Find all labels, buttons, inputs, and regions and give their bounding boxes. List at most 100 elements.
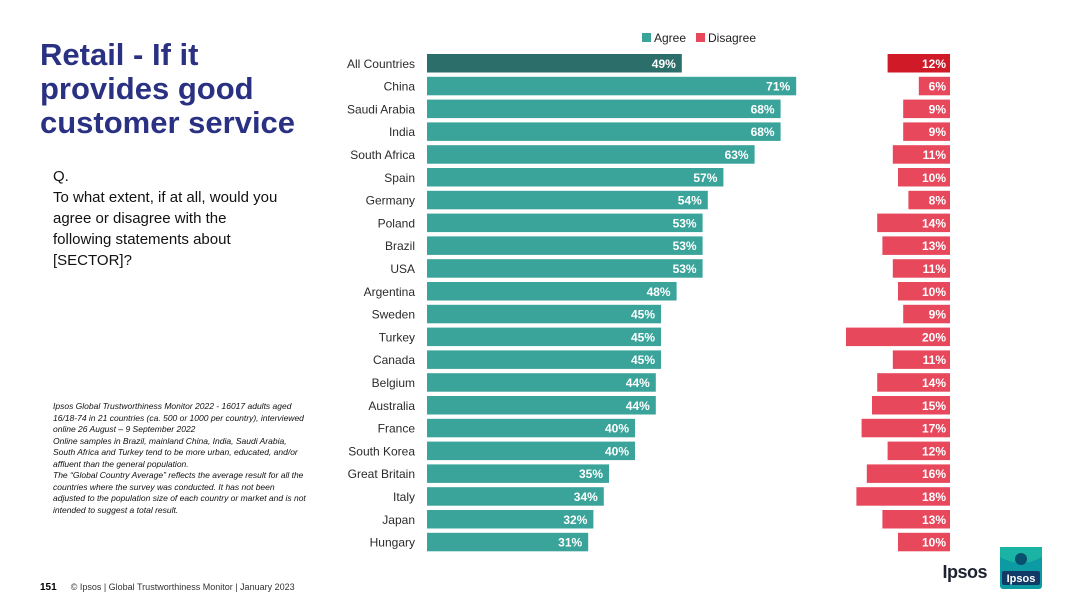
disagree-bar-spain: [898, 168, 950, 187]
page-title: Retail - If it provides good customer se…: [40, 37, 296, 140]
methodology-line-average: The “Global Country Average” reflects th…: [53, 470, 306, 515]
category-label-great-britain: Great Britain: [348, 467, 415, 481]
category-label-belgium: Belgium: [372, 376, 415, 390]
category-label-india: India: [389, 125, 415, 139]
disagree-bar-great-britain: [866, 464, 950, 483]
disagree-bar-poland: [877, 213, 950, 233]
agree-bar-japan: [427, 510, 594, 529]
disagree-value-australia: 15%: [922, 399, 946, 413]
agree-value-hungary: 31%: [558, 536, 582, 550]
disagree-value-argentina: 10%: [922, 285, 946, 299]
agree-value-sweden: 45%: [631, 308, 655, 322]
agree-bar-argentina: [427, 282, 677, 301]
agree-value-great-britain: 35%: [579, 467, 603, 481]
disagree-value-spain: 10%: [922, 171, 946, 185]
agree-bar-canada: [427, 350, 661, 369]
agree-bar-france: [427, 418, 635, 438]
category-label-sweden: Sweden: [372, 308, 415, 322]
agree-value-italy: 34%: [574, 490, 598, 504]
agree-bar-south-africa: [427, 145, 755, 164]
legend-agree-label: Agree: [654, 31, 686, 45]
agree-bar-saudi-arabia: [427, 99, 781, 119]
disagree-value-turkey: 20%: [922, 330, 946, 344]
agree-bar-china: [427, 76, 797, 96]
agree-value-india: 68%: [751, 125, 775, 139]
category-label-brazil: Brazil: [385, 239, 415, 253]
methodology-line-sample: Ipsos Global Trustworthiness Monitor 202…: [53, 401, 304, 434]
agree-bar-italy: [427, 487, 604, 506]
ipsos-logo-icon: Ipsos: [1000, 547, 1042, 589]
question-label: Q.: [53, 168, 69, 185]
category-label-hungary: Hungary: [370, 536, 415, 550]
disagree-bar-canada: [892, 350, 950, 369]
agree-bar-south-korea: [427, 441, 635, 461]
disagree-bar-sweden: [903, 304, 950, 324]
agree-value-poland: 53%: [673, 216, 697, 230]
brand-wordmark: Ipsos: [942, 562, 987, 582]
disagree-bar-france: [861, 418, 950, 438]
legend-disagree-label: Disagree: [708, 31, 756, 45]
agree-value-brazil: 53%: [673, 239, 697, 253]
disagree-bar-south-africa: [892, 145, 950, 164]
disagree-bar-argentina: [898, 282, 950, 301]
disagree-bar-germany: [908, 190, 950, 210]
legend-agree-swatch: [642, 33, 651, 42]
category-label-south-korea: South Korea: [348, 444, 415, 458]
agree-bar-belgium: [427, 373, 656, 392]
category-label-france: France: [378, 422, 416, 436]
legend-disagree-swatch: [696, 33, 705, 42]
disagree-value-india: 9%: [929, 125, 947, 139]
agree-value-argentina: 48%: [647, 285, 671, 299]
category-label-germany: Germany: [366, 194, 415, 208]
disagree-value-saudi-arabia: 9%: [929, 102, 947, 116]
category-label-south-africa: South Africa: [350, 148, 415, 162]
agree-value-japan: 32%: [563, 513, 587, 527]
agree-value-canada: 45%: [631, 353, 655, 367]
agree-bar-brazil: [427, 236, 703, 255]
disagree-value-japan: 13%: [922, 513, 946, 527]
agree-bar-australia: [427, 396, 656, 415]
agree-bar-germany: [427, 190, 708, 210]
disagree-value-great-britain: 16%: [922, 467, 946, 481]
category-label-turkey: Turkey: [379, 330, 415, 344]
disagree-value-all-countries: 12%: [922, 57, 946, 71]
disagree-bar-usa: [892, 259, 950, 278]
disagree-bar-south-korea: [887, 441, 950, 461]
agree-bar-turkey: [427, 327, 661, 347]
disagree-value-belgium: 14%: [922, 376, 946, 390]
footer-copyright: © Ipsos | Global Trustworthiness Monitor…: [70, 582, 295, 592]
logo-text: Ipsos: [1007, 573, 1036, 585]
category-label-saudi-arabia: Saudi Arabia: [347, 102, 415, 116]
agree-value-china: 71%: [766, 80, 790, 94]
agree-bar-spain: [427, 168, 724, 187]
agree-value-germany: 54%: [678, 194, 702, 208]
category-label-canada: Canada: [373, 353, 415, 367]
agree-value-australia: 44%: [626, 399, 650, 413]
category-label-spain: Spain: [384, 171, 415, 185]
methodology-note: Ipsos Global Trustworthiness Monitor 202…: [53, 401, 308, 516]
agree-value-saudi-arabia: 68%: [751, 102, 775, 116]
disagree-bar-all-countries: [887, 54, 950, 73]
disagree-value-hungary: 10%: [922, 536, 946, 550]
agree-bar-poland: [427, 213, 703, 233]
disagree-value-sweden: 9%: [929, 308, 947, 322]
disagree-bar-saudi-arabia: [903, 99, 950, 119]
category-label-usa: USA: [390, 262, 415, 276]
agree-bar-india: [427, 122, 781, 141]
disagree-bar-china: [918, 76, 950, 96]
disagree-bar-brazil: [882, 236, 950, 255]
agree-value-all-countries: 49%: [652, 57, 676, 71]
disagree-value-usa: 11%: [923, 262, 947, 276]
disagree-bar-japan: [882, 510, 950, 529]
agree-bar-hungary: [427, 532, 589, 552]
question-block: Q. To what extent, if at all, would you …: [53, 166, 283, 271]
agree-value-turkey: 45%: [631, 330, 655, 344]
agree-value-belgium: 44%: [626, 376, 650, 390]
category-label-all-countries: All Countries: [347, 57, 415, 71]
agree-value-south-korea: 40%: [605, 444, 629, 458]
agree-value-france: 40%: [605, 422, 629, 436]
disagree-value-canada: 11%: [923, 353, 947, 367]
disagree-bar-turkey: [846, 327, 950, 347]
disagree-value-brazil: 13%: [922, 239, 946, 253]
category-label-poland: Poland: [378, 216, 415, 230]
